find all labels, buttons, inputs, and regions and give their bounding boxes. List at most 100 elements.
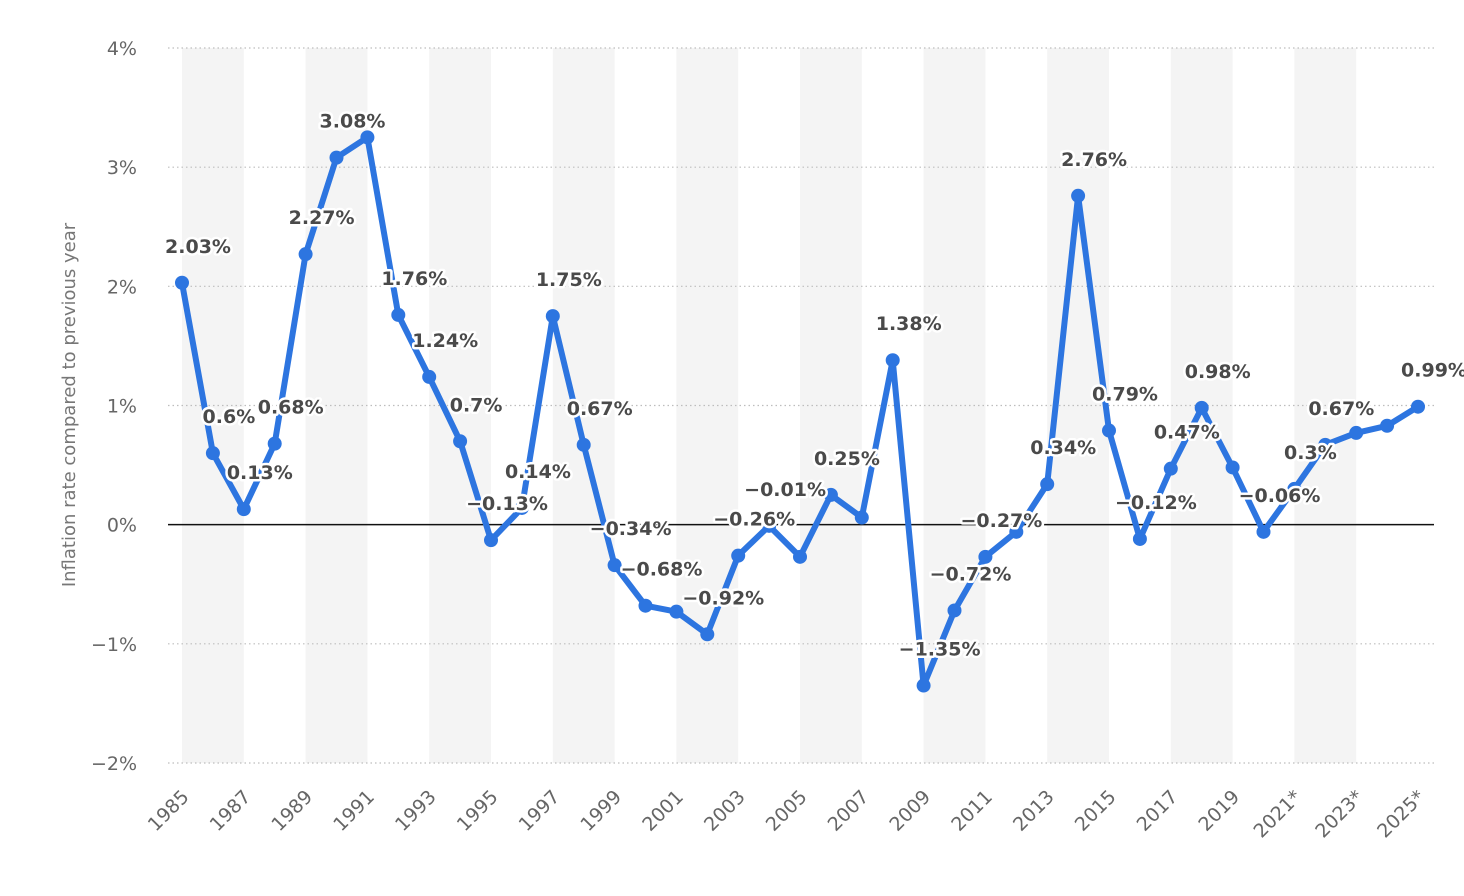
x-tick-label: 2007 xyxy=(824,786,874,836)
x-tick-label: 1995 xyxy=(453,786,503,836)
data-label: 3.08% xyxy=(320,111,386,133)
data-point xyxy=(1009,524,1024,539)
data-point xyxy=(514,500,529,515)
x-tick-label: 2003 xyxy=(700,786,750,836)
data-label: −0.27% xyxy=(960,510,1042,532)
x-tick-label: 2023* xyxy=(1311,786,1367,842)
data-label: −0.68% xyxy=(621,559,703,581)
data-point xyxy=(236,502,251,517)
x-tick-label: 2009 xyxy=(885,786,935,836)
data-point xyxy=(916,678,931,693)
y-axis-label: Inflation rate compared to previous year xyxy=(59,222,80,587)
data-label: −0.72% xyxy=(930,563,1012,585)
data-point xyxy=(360,130,375,145)
data-point xyxy=(1071,188,1086,203)
y-tick-label: −2% xyxy=(91,753,137,775)
data-point xyxy=(1163,461,1178,476)
data-point xyxy=(669,604,684,619)
y-gridlines xyxy=(168,47,1434,764)
data-point xyxy=(453,434,468,449)
data-label: 1.76% xyxy=(381,268,447,290)
data-point xyxy=(329,150,344,165)
x-tick-label: 2015 xyxy=(1071,786,1121,836)
data-point xyxy=(854,510,869,525)
data-label: 0.67% xyxy=(1308,398,1374,420)
data-point xyxy=(823,487,838,502)
data-point xyxy=(638,598,653,613)
data-label: 0.68% xyxy=(258,397,324,419)
data-label: 0.13% xyxy=(227,462,293,484)
data-points xyxy=(175,130,1425,693)
x-tick-label: 2021* xyxy=(1249,786,1305,842)
data-point xyxy=(1194,400,1209,415)
x-tick-label: 2017 xyxy=(1133,786,1183,836)
y-tick-label: 2% xyxy=(107,276,137,298)
data-point xyxy=(1287,481,1302,496)
data-label: 0.6% xyxy=(203,406,256,428)
x-tick-label: 1993 xyxy=(391,786,441,836)
data-point xyxy=(205,446,220,461)
y-axis-ticks: −2% −1% 0% 1% 2% 3% 4% xyxy=(91,38,137,775)
x-tick-label: 2019 xyxy=(1194,786,1244,836)
x-tick-label: 2005 xyxy=(762,786,812,836)
data-label: −0.34% xyxy=(590,518,672,540)
data-point xyxy=(391,307,406,322)
data-point xyxy=(607,558,622,573)
data-label: 0.25% xyxy=(814,448,880,470)
y-tick-label: 4% xyxy=(107,38,137,60)
x-axis-ticks: 1985 1987 1989 1991 1993 1995 1997 1999 2001 2003… xyxy=(144,786,1430,842)
data-label: −0.01% xyxy=(744,479,826,501)
data-label: −0.06% xyxy=(1239,485,1321,507)
x-tick-label: 1989 xyxy=(267,786,317,836)
data-point xyxy=(484,533,498,548)
data-label: 0.67% xyxy=(567,398,633,420)
data-point xyxy=(422,369,437,384)
x-tick-label: 1997 xyxy=(515,786,565,836)
x-tick-label: 2013 xyxy=(1009,786,1059,836)
x-tick-label: 2001 xyxy=(638,786,688,836)
data-label: 1.38% xyxy=(876,313,942,335)
data-point xyxy=(1349,425,1364,440)
data-label: 0.7% xyxy=(450,394,503,416)
data-point xyxy=(1102,423,1116,438)
data-label: −0.12% xyxy=(1115,492,1197,514)
y-tick-label: 1% xyxy=(107,396,137,418)
data-label: −0.26% xyxy=(713,509,795,531)
data-label: 0.14% xyxy=(505,461,571,483)
data-label: 0.79% xyxy=(1092,384,1158,406)
data-point xyxy=(175,275,189,290)
data-point xyxy=(545,309,560,324)
data-point xyxy=(1411,399,1425,414)
x-tick-label: 1987 xyxy=(206,786,256,836)
x-tick-label: 1999 xyxy=(576,786,626,836)
data-point xyxy=(267,436,282,451)
data-label: 0.47% xyxy=(1154,422,1220,444)
data-label: 0.3% xyxy=(1284,442,1337,464)
data-label: 1.75% xyxy=(536,269,602,291)
data-label: −0.92% xyxy=(682,587,764,609)
data-label: 0.98% xyxy=(1185,361,1251,383)
column-band xyxy=(552,48,615,763)
data-point xyxy=(1132,531,1147,546)
x-tick-label: 1991 xyxy=(329,786,379,836)
data-point xyxy=(762,518,777,533)
data-point xyxy=(1318,437,1333,452)
data-label: 2.03% xyxy=(165,236,231,258)
data-label: 0.34% xyxy=(1030,437,1096,459)
data-label: 2.27% xyxy=(289,207,355,229)
data-point xyxy=(793,549,807,564)
data-point xyxy=(947,603,962,618)
data-point xyxy=(1040,477,1055,492)
x-tick-label: 1985 xyxy=(144,786,194,836)
data-label: 2.76% xyxy=(1061,149,1127,171)
data-label: −0.13% xyxy=(466,493,548,515)
data-point xyxy=(1225,460,1240,475)
column-band xyxy=(182,48,244,763)
data-point xyxy=(298,247,313,262)
x-tick-label: 2025* xyxy=(1373,786,1429,842)
x-tick-label: 2011 xyxy=(947,786,997,836)
data-point xyxy=(978,549,993,564)
data-point xyxy=(700,627,715,642)
data-point xyxy=(1256,524,1271,539)
